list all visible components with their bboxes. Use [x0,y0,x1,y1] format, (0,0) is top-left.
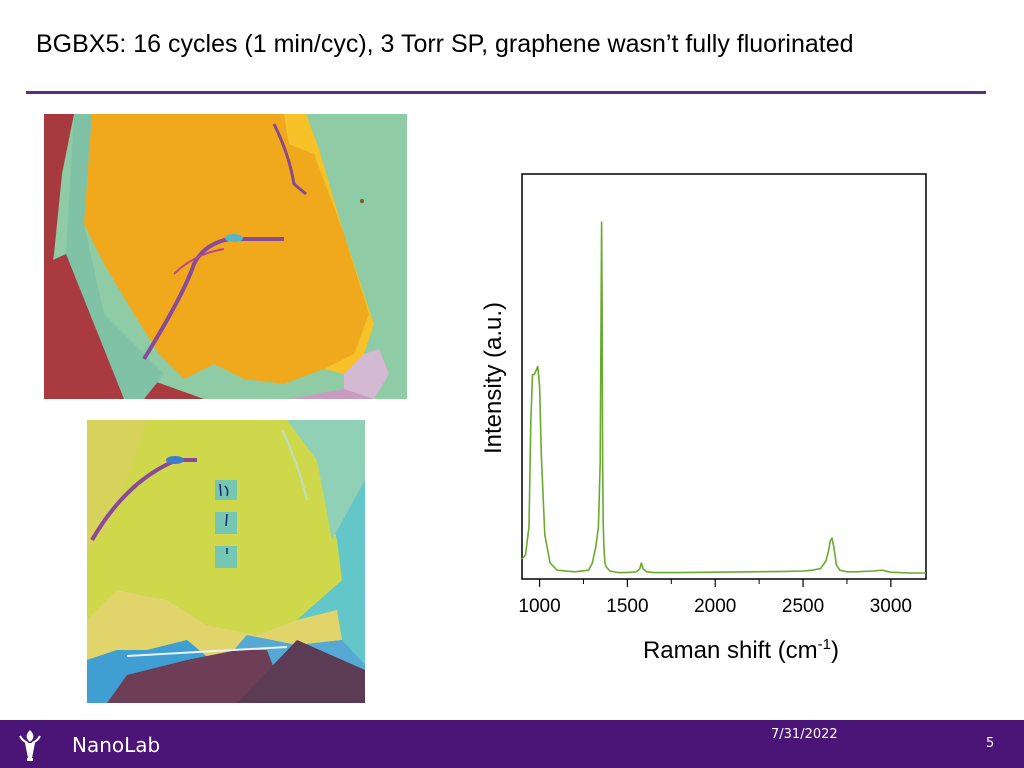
x-tick-label-2500: 2500 [782,596,824,617]
x-tick-label-2000: 2000 [694,596,736,617]
x-axis-label: Raman shift (cm-1) [643,636,839,664]
x-tick-label-3000: 3000 [870,596,912,617]
torch-icon [14,728,46,762]
raman-chart: 1000 1500 2000 2500 3000 Intensity (a.u.) Ra… [465,160,955,670]
slide-title: BGBX5: 16 cycles (1 min/cyc), 3 Torr SP,… [36,30,854,58]
footer-bar: NanoLab 7/31/2022 5 [0,720,1024,768]
footer-brand: NanoLab [72,733,161,757]
spectrum-line-0 [521,221,926,574]
micrograph-top [44,114,407,399]
micrograph-bottom [87,420,365,703]
x-tick-label-1000: 1000 [518,596,560,617]
plot-frame [521,173,927,580]
x-tick-label-1500: 1500 [606,596,648,617]
page-number: 5 [986,736,995,751]
title-divider [26,91,986,94]
footer-date: 7/31/2022 [771,727,838,742]
y-axis-label: Intensity (a.u.) [480,302,507,454]
